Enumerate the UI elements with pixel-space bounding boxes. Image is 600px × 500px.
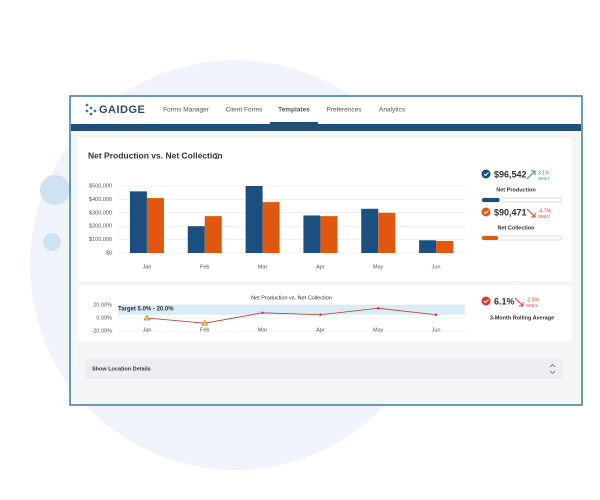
x-tick-label: Jan <box>142 264 151 270</box>
bar <box>303 215 321 253</box>
bar <box>204 216 222 253</box>
bar <box>378 212 396 253</box>
bar <box>245 186 263 253</box>
kpi-change: -4.7% <box>538 208 552 214</box>
point <box>434 313 438 316</box>
logo: GAIDGE <box>99 104 145 116</box>
details-row[interactable] <box>86 359 562 379</box>
check <box>483 172 489 177</box>
chevron[interactable] <box>549 364 556 374</box>
point <box>261 311 264 314</box>
x-tick-label: Jun <box>432 264 441 270</box>
kpi: $90,471 -4.7% SMLY Net Collection <box>481 207 563 241</box>
decor-dot <box>43 233 61 251</box>
bar <box>361 208 379 253</box>
kpi: 6.1% -2.5% SMLY 3-Month Rolling Average <box>481 296 554 321</box>
y-tick-label: $400,000 <box>89 197 112 203</box>
x-tick-label: Apr <box>316 264 325 270</box>
trend-arrow <box>526 170 536 180</box>
status-icon <box>481 207 491 217</box>
warning-marker <box>201 319 209 326</box>
kpi-value: $90,471 <box>494 207 527 217</box>
trend-arrow <box>526 208 536 218</box>
kpi-basis: SMLY <box>526 303 538 308</box>
bar <box>262 202 280 253</box>
bar <box>436 240 454 253</box>
kpi-label: Net Production <box>496 187 536 193</box>
y-tick-label: $100,000 <box>89 237 112 243</box>
kpi-basis: SMLY <box>538 176 550 181</box>
x-tick-label: Jan <box>142 327 151 333</box>
kpi-value: 6.1% <box>494 296 515 306</box>
nav-bar <box>71 97 581 124</box>
nav-item[interactable]: Preferences <box>326 107 362 114</box>
point <box>377 307 380 310</box>
kpi-label: 3-Month Rolling Average <box>490 315 554 321</box>
point <box>319 313 322 316</box>
card-title: Net Production vs. Net Collection <box>88 150 223 160</box>
kpi-basis: SMLY <box>538 214 550 219</box>
kpi-change: -2.5% <box>526 297 540 303</box>
warning-marker <box>143 314 151 321</box>
chart-title: Net Production vs. Net Collection <box>251 295 332 301</box>
kpi-value: $96,542 <box>494 169 527 179</box>
check <box>483 210 489 215</box>
decor-dot <box>40 175 70 205</box>
x-tick-label: May <box>373 264 384 270</box>
x-tick-label: Feb <box>200 327 209 333</box>
y-tick-label: -20.00% <box>92 328 113 334</box>
bar <box>187 226 205 253</box>
x-tick-label: Mar <box>258 264 268 270</box>
y-tick-label: 0.00% <box>96 315 112 321</box>
x-tick-label: May <box>373 327 384 333</box>
nav-item[interactable]: Forms Manager <box>163 107 210 114</box>
x-tick-label: Jun <box>432 327 441 333</box>
nav-item[interactable]: Templates <box>278 107 310 114</box>
x-tick-label: Feb <box>200 264 209 270</box>
x-tick-label: Apr <box>316 327 325 333</box>
line <box>146 307 437 324</box>
logo-icon <box>85 103 97 116</box>
kpi-label: Net Collection <box>498 225 536 231</box>
target-band <box>118 305 465 315</box>
y-tick-label: $0 <box>106 250 112 256</box>
y-tick-label: $200,000 <box>89 224 112 230</box>
x-tick-label: Mar <box>258 327 268 333</box>
y-tick-label: $300,000 <box>89 210 112 216</box>
y-tick-label: 20.00% <box>93 302 112 308</box>
nav-item[interactable]: Client Forms <box>226 107 264 114</box>
trend-arrow <box>514 297 524 307</box>
check <box>483 299 489 304</box>
status-icon <box>481 296 491 306</box>
kpi: $96,542 3.1% SMLY Net Production <box>481 169 563 203</box>
target-label: Target 5.0% - 20.0% <box>118 307 174 313</box>
info-icon[interactable] <box>212 152 219 159</box>
bar <box>146 198 164 253</box>
nav-stripe <box>71 124 581 131</box>
nav-item[interactable]: Analytics <box>379 107 406 114</box>
y-tick-label: $500,000 <box>89 183 112 189</box>
kpi-change: 3.1% <box>538 170 550 176</box>
bar <box>129 191 147 253</box>
bar <box>320 216 338 253</box>
details-label: Show Location Details <box>92 366 151 372</box>
status-icon <box>481 169 491 179</box>
progress-fill <box>482 236 498 240</box>
progress-fill <box>482 198 500 202</box>
bar <box>419 240 437 253</box>
